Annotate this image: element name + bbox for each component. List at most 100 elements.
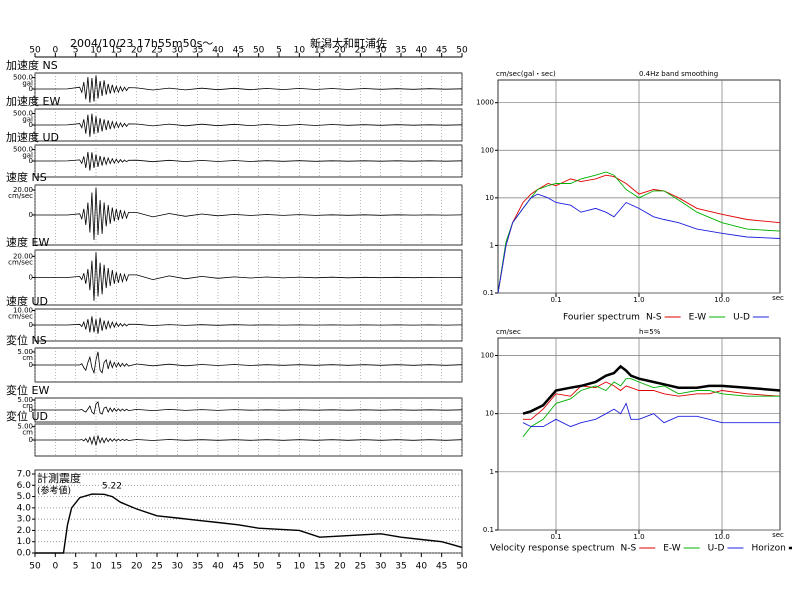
y-tick-label: 2.0 — [17, 526, 32, 536]
x-axis-label: sec — [772, 294, 784, 302]
x-tick-label: 10.0 — [714, 533, 730, 541]
x-tick-label: 5 — [276, 562, 282, 572]
x-tick-label: 30 — [375, 562, 387, 572]
x-tick-label: 0 — [52, 562, 58, 572]
y-tick-label: 0 — [29, 436, 33, 444]
legend-label: Horizon — [751, 544, 785, 554]
unit-label: cm/sec — [8, 258, 33, 266]
x-tick-label: 50 — [456, 46, 468, 56]
x-tick-label: 0 — [52, 46, 58, 56]
unit-label: cm — [22, 402, 33, 410]
subtitle: h=5% — [639, 328, 661, 336]
x-tick-label: 50 — [253, 46, 265, 56]
y-tick-label: 10 — [485, 410, 494, 418]
x-tick-label: 35 — [192, 46, 203, 56]
unit-label: cm/sec — [8, 192, 33, 200]
trace-name: 変位 UD — [6, 409, 48, 423]
waveform — [35, 151, 463, 171]
x-tick-label: 45 — [436, 46, 447, 56]
chart-subtitle: 新潟大和町浦佐 — [310, 36, 387, 50]
x-tick-label: 35 — [395, 46, 406, 56]
x-tick-label: 15 — [111, 46, 122, 56]
x-tick-label: 25 — [151, 562, 162, 572]
series-line — [522, 402, 780, 428]
y-tick-label: 6.0 — [17, 481, 32, 491]
y-tick-label: 20.00 — [13, 252, 33, 260]
x-tick-label: 50 — [29, 562, 41, 572]
unit-label: gal — [22, 116, 33, 124]
waveform — [35, 113, 463, 137]
x-tick-label: 25 — [151, 46, 162, 56]
legend-label: U-D — [708, 544, 725, 554]
y-tick-label: 0 — [29, 321, 33, 329]
chart-title: 2004/10/23 17h55m50s～ — [70, 37, 213, 50]
legend-label: N-S — [646, 313, 662, 323]
x-tick-label: 0.1 — [550, 533, 561, 541]
y-tick-label: 0 — [29, 274, 33, 282]
y-tick-label: 500.0 — [13, 110, 33, 118]
y-axis-label: cm/sec(gal・sec) — [496, 70, 556, 78]
x-axis-label: sec — [772, 531, 784, 539]
series-line — [522, 378, 780, 438]
series-line — [35, 493, 463, 554]
legend-title: Velocity response spectrum — [490, 544, 615, 554]
y-tick-label: 0 — [29, 85, 33, 93]
y-tick-label: 5.0 — [17, 492, 32, 502]
x-tick-label: 20 — [131, 562, 143, 572]
unit-label: cm — [22, 429, 33, 437]
x-tick-label: 10 — [294, 562, 306, 572]
chart-subtitle: (参考値) — [37, 485, 71, 497]
x-tick-label: 50 — [29, 46, 41, 56]
x-tick-label: 15 — [314, 562, 325, 572]
x-tick-label: 35 — [395, 562, 406, 572]
y-tick-label: 4.0 — [17, 503, 32, 513]
waveform — [35, 252, 463, 301]
x-tick-label: 15 — [314, 46, 325, 56]
x-tick-label: 5 — [276, 46, 282, 56]
x-tick-label: 10 — [294, 46, 306, 56]
trace-name: 変位 EW — [6, 383, 49, 397]
legend-label: E-W — [663, 544, 681, 554]
x-tick-label: 50 — [253, 562, 265, 572]
x-tick-label: 20 — [334, 46, 346, 56]
y-tick-label: 500.0 — [13, 146, 33, 154]
trace-name: 速度 NS — [6, 170, 47, 184]
y-tick-label: 0.1 — [483, 289, 494, 297]
trace-name: 加速度 UD — [6, 130, 59, 144]
legend-label: N-S — [621, 544, 637, 554]
x-tick-label: 0.1 — [550, 296, 561, 304]
legend-label: E-W — [689, 313, 707, 323]
y-tick-label: 20.00 — [13, 186, 33, 194]
y-tick-label: 3.0 — [17, 515, 32, 525]
y-tick-label: 0 — [29, 361, 33, 369]
x-tick-label: 1.0 — [633, 296, 644, 304]
y-tick-label: 1.0 — [17, 537, 32, 547]
y-tick-label: 5.00 — [17, 396, 33, 404]
y-tick-label: 0 — [29, 211, 33, 219]
plot-frame — [34, 469, 463, 554]
trace-name: 速度 UD — [6, 294, 48, 308]
unit-label: cm — [22, 354, 33, 362]
x-tick-label: 35 — [192, 562, 203, 572]
waveform — [35, 75, 463, 103]
waveform — [35, 434, 463, 446]
y-tick-label: 0.0 — [17, 549, 32, 559]
x-tick-label: 40 — [212, 46, 224, 56]
y-tick-label: 1 — [490, 241, 494, 249]
subtitle: 0.4Hz band smoothing — [639, 70, 718, 78]
trace-name: 速度 EW — [6, 235, 49, 249]
x-tick-label: 1.0 — [633, 533, 644, 541]
unit-label: cm/sec — [8, 312, 33, 320]
trace-name: 加速度 NS — [6, 58, 58, 72]
x-tick-label: 25 — [355, 562, 366, 572]
chart-title: 計測震度 — [37, 471, 81, 485]
trace-name: 変位 NS — [6, 333, 47, 347]
x-tick-label: 10 — [90, 562, 102, 572]
y-tick-label: 5.00 — [17, 423, 33, 431]
y-tick-label: 0.1 — [483, 526, 494, 534]
legend-title: Fourier spectrum — [563, 313, 640, 323]
x-tick-label: 5 — [73, 562, 79, 572]
x-tick-label: 45 — [233, 562, 244, 572]
